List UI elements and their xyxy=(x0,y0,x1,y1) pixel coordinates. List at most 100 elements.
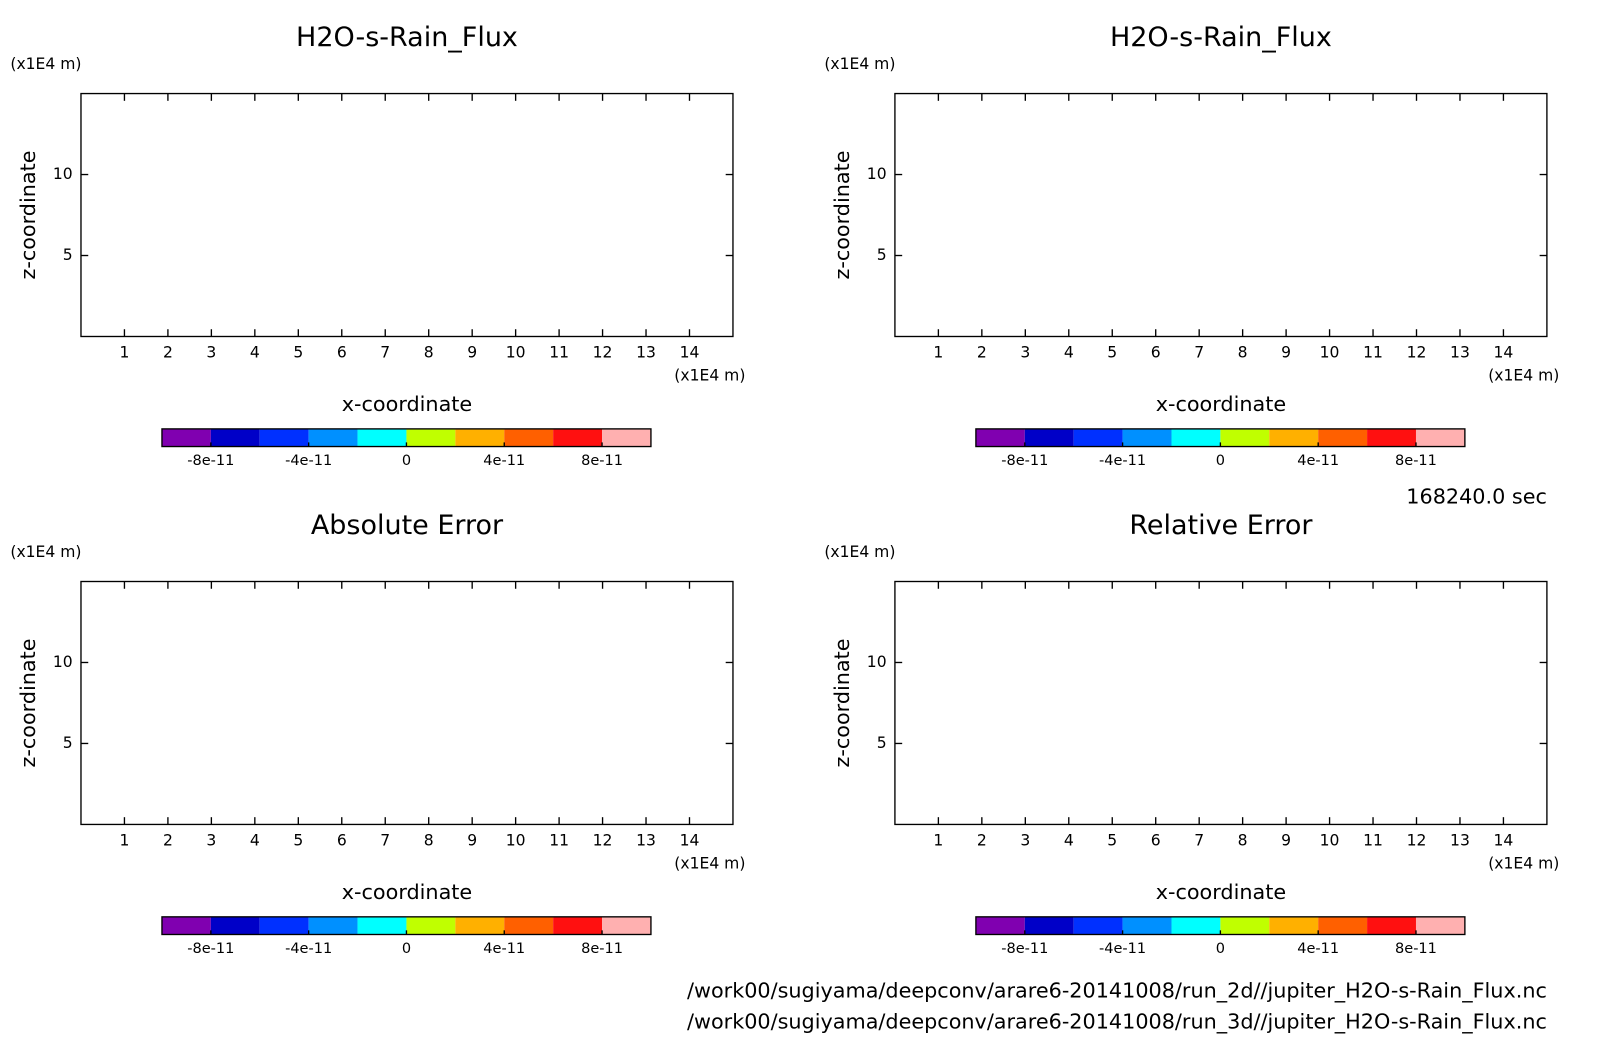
x-tick-label: 4 xyxy=(1064,832,1074,850)
y-axis-label: z-coordinate xyxy=(830,150,854,279)
panel-title: H2O-s-Rain_Flux xyxy=(1110,22,1332,53)
colorbar-segment xyxy=(308,428,358,447)
colorbar-segment xyxy=(553,428,603,447)
panel: Absolute Error (x1E4 m) (x1E4 m) x-coordina… xyxy=(10,510,745,957)
plot-frame xyxy=(80,92,734,338)
x-axis-label: x-coordinate xyxy=(342,392,472,416)
colorbar-segment xyxy=(210,428,260,447)
x-tick-label: 8 xyxy=(424,344,434,362)
file-path: /work00/sugiyama/deepconv/arare6-2014100… xyxy=(687,1010,1547,1035)
y-axis-label: z-coordinate xyxy=(16,638,40,767)
x-unit: (x1E4 m) xyxy=(674,854,745,872)
panel-title: Absolute Error xyxy=(311,510,504,541)
colorbar-segment xyxy=(1318,916,1368,935)
colorbar-segment xyxy=(1073,428,1123,447)
colorbar-segment xyxy=(1367,428,1416,447)
x-axis-label: x-coordinate xyxy=(1156,392,1286,416)
y-tick-label: 5 xyxy=(63,246,73,264)
panel-title: H2O-s-Rain_Flux xyxy=(296,22,518,53)
x-tick-label: 3 xyxy=(1020,344,1030,362)
colorbar-segment xyxy=(259,428,309,447)
x-unit: (x1E4 m) xyxy=(1488,366,1559,384)
colorbar-segment xyxy=(1024,916,1074,935)
x-tick-label: 7 xyxy=(380,344,390,362)
colorbar-segment xyxy=(975,428,1025,447)
x-tick-label: 7 xyxy=(1194,344,1204,362)
panel: H2O-s-Rain_Flux (x1E4 m) (x1E4 m) x-coordin… xyxy=(10,22,745,469)
x-tick-label: 9 xyxy=(467,832,477,850)
colorbar-segment xyxy=(1318,428,1368,447)
colorbar-segment xyxy=(1367,916,1416,935)
colorbar-segment xyxy=(1122,428,1172,447)
plot-frame xyxy=(80,580,734,826)
x-axis-label: x-coordinate xyxy=(1156,880,1286,904)
x-tick-label: 4 xyxy=(1064,344,1074,362)
colorbar-tick-label: 4e-11 xyxy=(483,453,525,469)
x-tick-label: 11 xyxy=(549,344,569,362)
colorbar-tick-label: -4e-11 xyxy=(1099,453,1146,469)
colorbar-segment xyxy=(1122,916,1172,935)
colorbar-tick-label: -8e-11 xyxy=(187,941,234,957)
colorbar-segment xyxy=(1024,428,1074,447)
colorbar-segment xyxy=(1073,916,1123,935)
colorbar-segment xyxy=(1415,428,1465,447)
x-tick-label: 3 xyxy=(206,344,216,362)
y-unit: (x1E4 m) xyxy=(10,55,81,73)
x-tick-label: 7 xyxy=(1194,832,1204,850)
colorbar-tick-label: -4e-11 xyxy=(1099,941,1146,957)
x-tick-label: 7 xyxy=(380,832,390,850)
file-path: /work00/sugiyama/deepconv/arare6-2014100… xyxy=(687,979,1547,1004)
x-tick-label: 12 xyxy=(1407,832,1427,850)
x-tick-label: 6 xyxy=(1151,832,1161,850)
colorbar-tick-label: 4e-11 xyxy=(1297,453,1339,469)
x-unit: (x1E4 m) xyxy=(1488,854,1559,872)
x-tick-label: 14 xyxy=(1494,832,1514,850)
y-axis-label: z-coordinate xyxy=(830,638,854,767)
y-tick-label: 10 xyxy=(867,653,887,671)
colorbar-tick-label: 4e-11 xyxy=(483,941,525,957)
x-tick-label: 2 xyxy=(163,832,173,850)
x-tick-label: 13 xyxy=(636,344,656,362)
colorbar-segment xyxy=(1171,428,1221,447)
panel: H2O-s-Rain_Flux (x1E4 m) (x1E4 m) x-coordin… xyxy=(824,22,1559,469)
colorbar-tick-label: -4e-11 xyxy=(285,941,332,957)
colorbar-segment xyxy=(1220,916,1270,935)
colorbar-segment xyxy=(308,916,358,935)
x-tick-label: 8 xyxy=(1238,344,1248,362)
colorbar-tick-label: -8e-11 xyxy=(1001,453,1048,469)
colorbar-segment xyxy=(357,916,407,935)
x-tick-label: 1 xyxy=(119,832,129,850)
x-tick-label: 2 xyxy=(977,832,987,850)
x-tick-label: 13 xyxy=(1450,832,1470,850)
colorbar-segment xyxy=(504,428,554,447)
x-tick-label: 14 xyxy=(680,344,700,362)
colorbar-segment xyxy=(455,916,505,935)
x-tick-label: 13 xyxy=(1450,344,1470,362)
y-tick-label: 5 xyxy=(877,734,887,752)
x-tick-label: 2 xyxy=(977,344,987,362)
x-tick-label: 2 xyxy=(163,344,173,362)
colorbar-tick-label: 8e-11 xyxy=(581,453,623,469)
x-tick-label: 4 xyxy=(250,832,260,850)
colorbar-segment xyxy=(553,916,603,935)
x-tick-label: 14 xyxy=(680,832,700,850)
y-tick-label: 5 xyxy=(63,734,73,752)
y-axis-label: z-coordinate xyxy=(16,150,40,279)
colorbar-segment xyxy=(602,428,651,447)
colorbar-tick-label: 8e-11 xyxy=(1395,941,1437,957)
x-tick-label: 11 xyxy=(549,832,569,850)
x-tick-label: 5 xyxy=(1107,344,1117,362)
colorbar-tick-label: 8e-11 xyxy=(581,941,623,957)
y-unit: (x1E4 m) xyxy=(824,55,895,73)
x-axis-label: x-coordinate xyxy=(342,880,472,904)
colorbar-segment xyxy=(406,428,456,447)
colorbar-segment xyxy=(504,916,554,935)
colorbar-tick-label: 4e-11 xyxy=(1297,941,1339,957)
plot-frame xyxy=(894,92,1548,338)
x-tick-label: 5 xyxy=(1107,832,1117,850)
panel-title: Relative Error xyxy=(1129,510,1313,541)
colorbar-segment xyxy=(357,428,407,447)
y-tick-label: 10 xyxy=(53,165,73,183)
colorbar-segment xyxy=(259,916,309,935)
colorbar-segment xyxy=(406,916,456,935)
